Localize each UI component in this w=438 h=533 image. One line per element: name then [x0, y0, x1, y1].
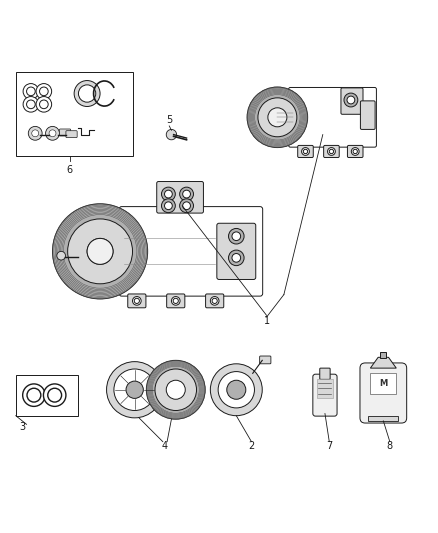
- FancyBboxPatch shape: [260, 356, 271, 364]
- Text: 7: 7: [326, 441, 332, 451]
- Circle shape: [227, 380, 246, 399]
- Circle shape: [146, 360, 205, 419]
- Circle shape: [48, 388, 62, 402]
- Circle shape: [53, 204, 148, 299]
- Text: 8: 8: [387, 441, 393, 451]
- FancyBboxPatch shape: [289, 87, 376, 147]
- Circle shape: [171, 296, 180, 305]
- FancyBboxPatch shape: [60, 129, 71, 136]
- FancyBboxPatch shape: [320, 368, 330, 379]
- Bar: [16, 375, 78, 416]
- Circle shape: [74, 80, 100, 107]
- Circle shape: [351, 148, 359, 155]
- Circle shape: [165, 202, 172, 209]
- Circle shape: [133, 296, 141, 305]
- Circle shape: [23, 384, 45, 406]
- Circle shape: [27, 87, 35, 96]
- Circle shape: [166, 380, 185, 399]
- Circle shape: [106, 361, 163, 418]
- Circle shape: [134, 298, 139, 303]
- Circle shape: [27, 388, 41, 402]
- Circle shape: [78, 85, 96, 102]
- Circle shape: [23, 96, 39, 112]
- Circle shape: [247, 87, 307, 148]
- Circle shape: [39, 100, 48, 109]
- Circle shape: [126, 381, 143, 398]
- Circle shape: [232, 232, 240, 240]
- Circle shape: [162, 187, 175, 201]
- FancyBboxPatch shape: [324, 146, 339, 158]
- Bar: [16, 72, 133, 156]
- FancyBboxPatch shape: [347, 146, 363, 158]
- Circle shape: [166, 130, 177, 140]
- FancyBboxPatch shape: [205, 294, 224, 308]
- Bar: [368, 416, 399, 421]
- Text: 6: 6: [67, 165, 73, 175]
- Circle shape: [258, 98, 297, 137]
- Circle shape: [183, 202, 191, 209]
- Circle shape: [229, 250, 244, 265]
- Circle shape: [180, 199, 194, 213]
- FancyBboxPatch shape: [167, 294, 185, 308]
- Circle shape: [32, 130, 39, 137]
- Circle shape: [302, 148, 309, 155]
- Circle shape: [87, 238, 113, 264]
- FancyBboxPatch shape: [157, 182, 203, 213]
- Circle shape: [165, 190, 172, 198]
- Circle shape: [67, 219, 133, 284]
- Circle shape: [57, 252, 66, 260]
- Circle shape: [353, 149, 357, 154]
- Polygon shape: [371, 357, 396, 368]
- Circle shape: [46, 126, 60, 140]
- FancyBboxPatch shape: [119, 207, 263, 296]
- FancyBboxPatch shape: [298, 146, 313, 158]
- Circle shape: [173, 298, 178, 303]
- Circle shape: [229, 229, 244, 244]
- Bar: [371, 373, 396, 394]
- Circle shape: [344, 93, 358, 107]
- Circle shape: [232, 254, 240, 262]
- Circle shape: [210, 364, 262, 416]
- Circle shape: [180, 187, 194, 201]
- Circle shape: [87, 238, 113, 264]
- Circle shape: [183, 190, 191, 198]
- Bar: [380, 352, 386, 358]
- FancyBboxPatch shape: [360, 101, 375, 130]
- Circle shape: [162, 199, 175, 213]
- Circle shape: [36, 84, 52, 99]
- Circle shape: [218, 372, 254, 408]
- Text: 4: 4: [162, 441, 168, 451]
- Bar: [317, 379, 333, 398]
- FancyBboxPatch shape: [313, 374, 337, 416]
- Circle shape: [23, 84, 39, 99]
- Circle shape: [210, 296, 219, 305]
- Circle shape: [27, 100, 35, 109]
- FancyBboxPatch shape: [128, 294, 146, 308]
- Circle shape: [328, 148, 336, 155]
- Text: 1: 1: [264, 316, 270, 326]
- Circle shape: [212, 298, 217, 303]
- FancyBboxPatch shape: [66, 131, 77, 138]
- Circle shape: [329, 149, 334, 154]
- Circle shape: [43, 384, 66, 406]
- Text: 3: 3: [19, 422, 25, 432]
- Text: 5: 5: [166, 115, 173, 125]
- Circle shape: [304, 149, 307, 154]
- Text: 2: 2: [248, 441, 254, 451]
- Circle shape: [268, 108, 287, 127]
- Circle shape: [347, 96, 355, 104]
- FancyBboxPatch shape: [360, 363, 406, 423]
- FancyBboxPatch shape: [341, 88, 363, 114]
- Circle shape: [155, 369, 197, 410]
- FancyBboxPatch shape: [217, 223, 256, 279]
- Text: M: M: [379, 379, 388, 388]
- Circle shape: [270, 109, 285, 125]
- Circle shape: [39, 87, 48, 96]
- Circle shape: [49, 130, 56, 137]
- Circle shape: [36, 96, 52, 112]
- Circle shape: [28, 126, 42, 140]
- Circle shape: [114, 369, 155, 410]
